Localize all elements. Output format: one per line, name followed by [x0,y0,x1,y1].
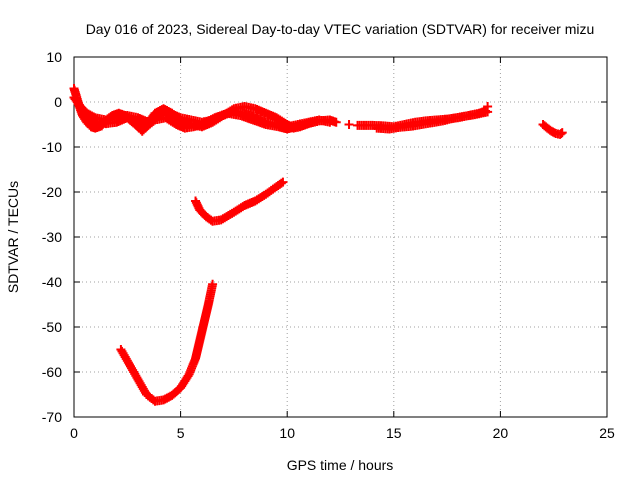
y-tick-label: -60 [42,364,62,380]
y-tick-label: -70 [42,409,62,425]
x-tick-label: 0 [70,425,78,441]
series-layer [69,84,567,406]
y-tick-label: -50 [42,319,62,335]
x-tick-label: 25 [599,425,615,441]
data-point [344,120,354,129]
y-axis-label: SDTVAR / TECUs [5,181,21,293]
y-tick-label: -20 [42,184,62,200]
grid-layer [74,57,607,417]
series-curve-mid [191,177,288,226]
data-point [276,178,286,188]
x-tick-label: 20 [493,425,509,441]
data-point [483,102,493,111]
data-point [308,117,318,127]
series-band-right-b [372,107,493,134]
x-axis-label: GPS time / hours [287,457,394,473]
series-isolated-1 [344,102,493,129]
data-point [557,128,567,138]
y-tick-label: -10 [42,139,62,155]
y-tick-label: -40 [42,274,62,290]
series-band-lower [73,99,318,136]
data-point [208,279,218,289]
y-tick-label: -30 [42,229,62,245]
data-point [278,177,288,187]
chart-title: Day 016 of 2023, Sidereal Day-to-day VTE… [86,21,595,37]
series-curve-deep [116,279,218,406]
series-late-segment [538,120,567,139]
y-tick-label: 10 [46,49,62,65]
x-tick-label: 15 [386,425,402,441]
data-point [325,117,335,127]
tick-layer: 0 5 10 15 20 25 10 0 -10 -20 -30 -40 -50 -60 -70 [42,49,615,441]
y-tick-label: 0 [54,94,62,110]
x-tick-label: 10 [279,425,295,441]
x-tick-label: 5 [177,425,185,441]
